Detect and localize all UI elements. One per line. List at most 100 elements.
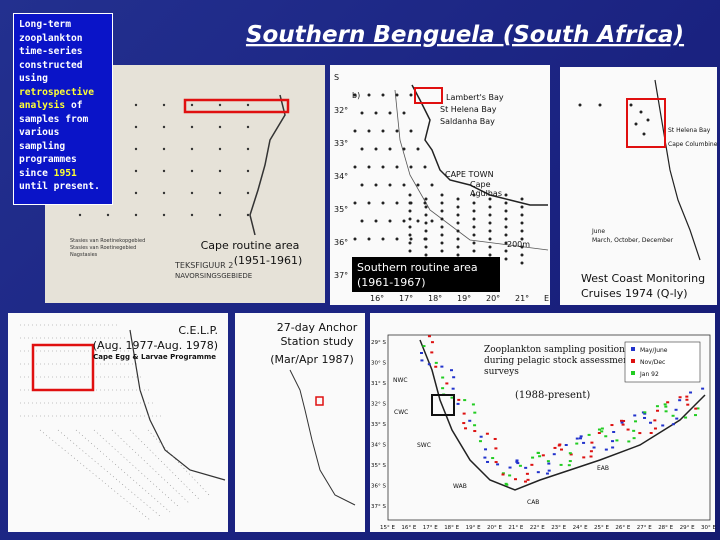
station-dot [416, 183, 420, 187]
coastline [419, 339, 706, 491]
station-dot [621, 423, 625, 426]
station-dot [472, 233, 476, 237]
station-dot [463, 399, 467, 402]
station-dot [471, 403, 475, 406]
station-dot [504, 193, 508, 197]
lat-tick-label: 35° [334, 205, 348, 214]
station-dot [360, 111, 364, 115]
panel-caption: (Mar/Apr 1987) [270, 353, 354, 366]
station-dot [353, 165, 357, 169]
lon-tick-label: 25° E [594, 525, 609, 531]
station-dot [472, 201, 476, 205]
station-dot [664, 410, 668, 413]
station-dot [483, 456, 487, 459]
station-dot [693, 414, 697, 417]
lat-tick-label: 32° S [371, 402, 386, 408]
lon-tick-label: 24° E [573, 525, 588, 531]
station-dot [520, 221, 524, 225]
station-dot [367, 129, 371, 133]
panel-caption: (1988-present) [515, 390, 590, 401]
station-dot [360, 183, 364, 187]
highlight-box [626, 98, 666, 148]
lon-tick-label: 18° E [444, 525, 459, 531]
station-dot [486, 460, 490, 463]
station-dot [190, 169, 194, 173]
station-dot [423, 165, 427, 169]
station-dot [424, 229, 428, 233]
station-dots [353, 93, 524, 265]
station-dot [190, 103, 194, 107]
map-label: Agulhas [470, 189, 502, 198]
station-dot [134, 191, 138, 195]
station-dot [600, 427, 604, 430]
station-dot [456, 205, 460, 209]
station-dot [440, 201, 444, 205]
caption-box [352, 257, 500, 292]
station-dot [246, 191, 250, 195]
lon-tick-label: 19° [457, 294, 471, 303]
lon-tick-label: 18° [428, 294, 442, 303]
station-dot [190, 125, 194, 129]
station-dot [218, 147, 222, 151]
station-dot [610, 424, 614, 427]
lon-tick-label: 29° E [680, 525, 695, 531]
lat-tick-label: 37° [334, 271, 348, 280]
station-dot [246, 213, 250, 217]
station-dot [646, 118, 650, 122]
station-dot [643, 412, 647, 415]
station-dot [504, 241, 508, 245]
map-label: St Helena Bay [440, 105, 497, 114]
station-dot [488, 213, 492, 217]
station-dot [440, 365, 444, 368]
station-dot [541, 454, 545, 457]
station-dot [218, 191, 222, 195]
station-dot [424, 245, 428, 249]
station-dot [678, 396, 682, 399]
station-dot [353, 129, 357, 133]
station-dot [381, 129, 385, 133]
station-dot [597, 428, 601, 431]
station-dot [472, 225, 476, 229]
lat-tick-label: 35° S [371, 463, 386, 469]
station-dot [374, 183, 378, 187]
map-label: Nagstasies [70, 252, 98, 258]
station-dot [504, 217, 508, 221]
station-dot [488, 229, 492, 233]
region-label: CWC [394, 409, 408, 416]
station-dot [638, 432, 642, 435]
panel-caption: 27-day Anchor [277, 321, 358, 334]
station-dot [218, 103, 222, 107]
legend: May/June Nov/Dec Jan 92 [631, 347, 668, 378]
panel-caption: West Coast Monitoring [581, 272, 705, 285]
station-dot [408, 193, 412, 197]
station-dot [611, 440, 615, 443]
station-dot [353, 237, 357, 241]
station-dot [408, 249, 412, 253]
station-dot [488, 237, 492, 241]
region-label: EAB [597, 465, 609, 472]
station-dot [604, 448, 608, 451]
lat-tick-label: 34° S [371, 443, 386, 449]
station-dot [246, 125, 250, 129]
station-dot [622, 419, 626, 422]
station-dot [472, 217, 476, 221]
lon-tick-label: 30° E [701, 525, 716, 531]
intro-highlight: retrospective analysis [19, 86, 95, 112]
station-dot [218, 169, 222, 173]
station-dot [441, 387, 445, 390]
station-dot [472, 241, 476, 245]
station-dot [456, 237, 460, 241]
station-dot [462, 422, 466, 425]
station-dot [656, 409, 660, 412]
map-label: June [591, 228, 605, 235]
station-dot [190, 213, 194, 217]
station-dot [504, 257, 508, 261]
station-dot [427, 335, 431, 338]
station-dot [557, 444, 561, 447]
panel-caption: surveys [484, 367, 519, 377]
station-dot [420, 352, 423, 354]
lon-tick-label: 27° E [637, 525, 652, 531]
lat-tick-label: 31° S [371, 381, 386, 387]
intro-highlight: 1951 [53, 167, 77, 179]
